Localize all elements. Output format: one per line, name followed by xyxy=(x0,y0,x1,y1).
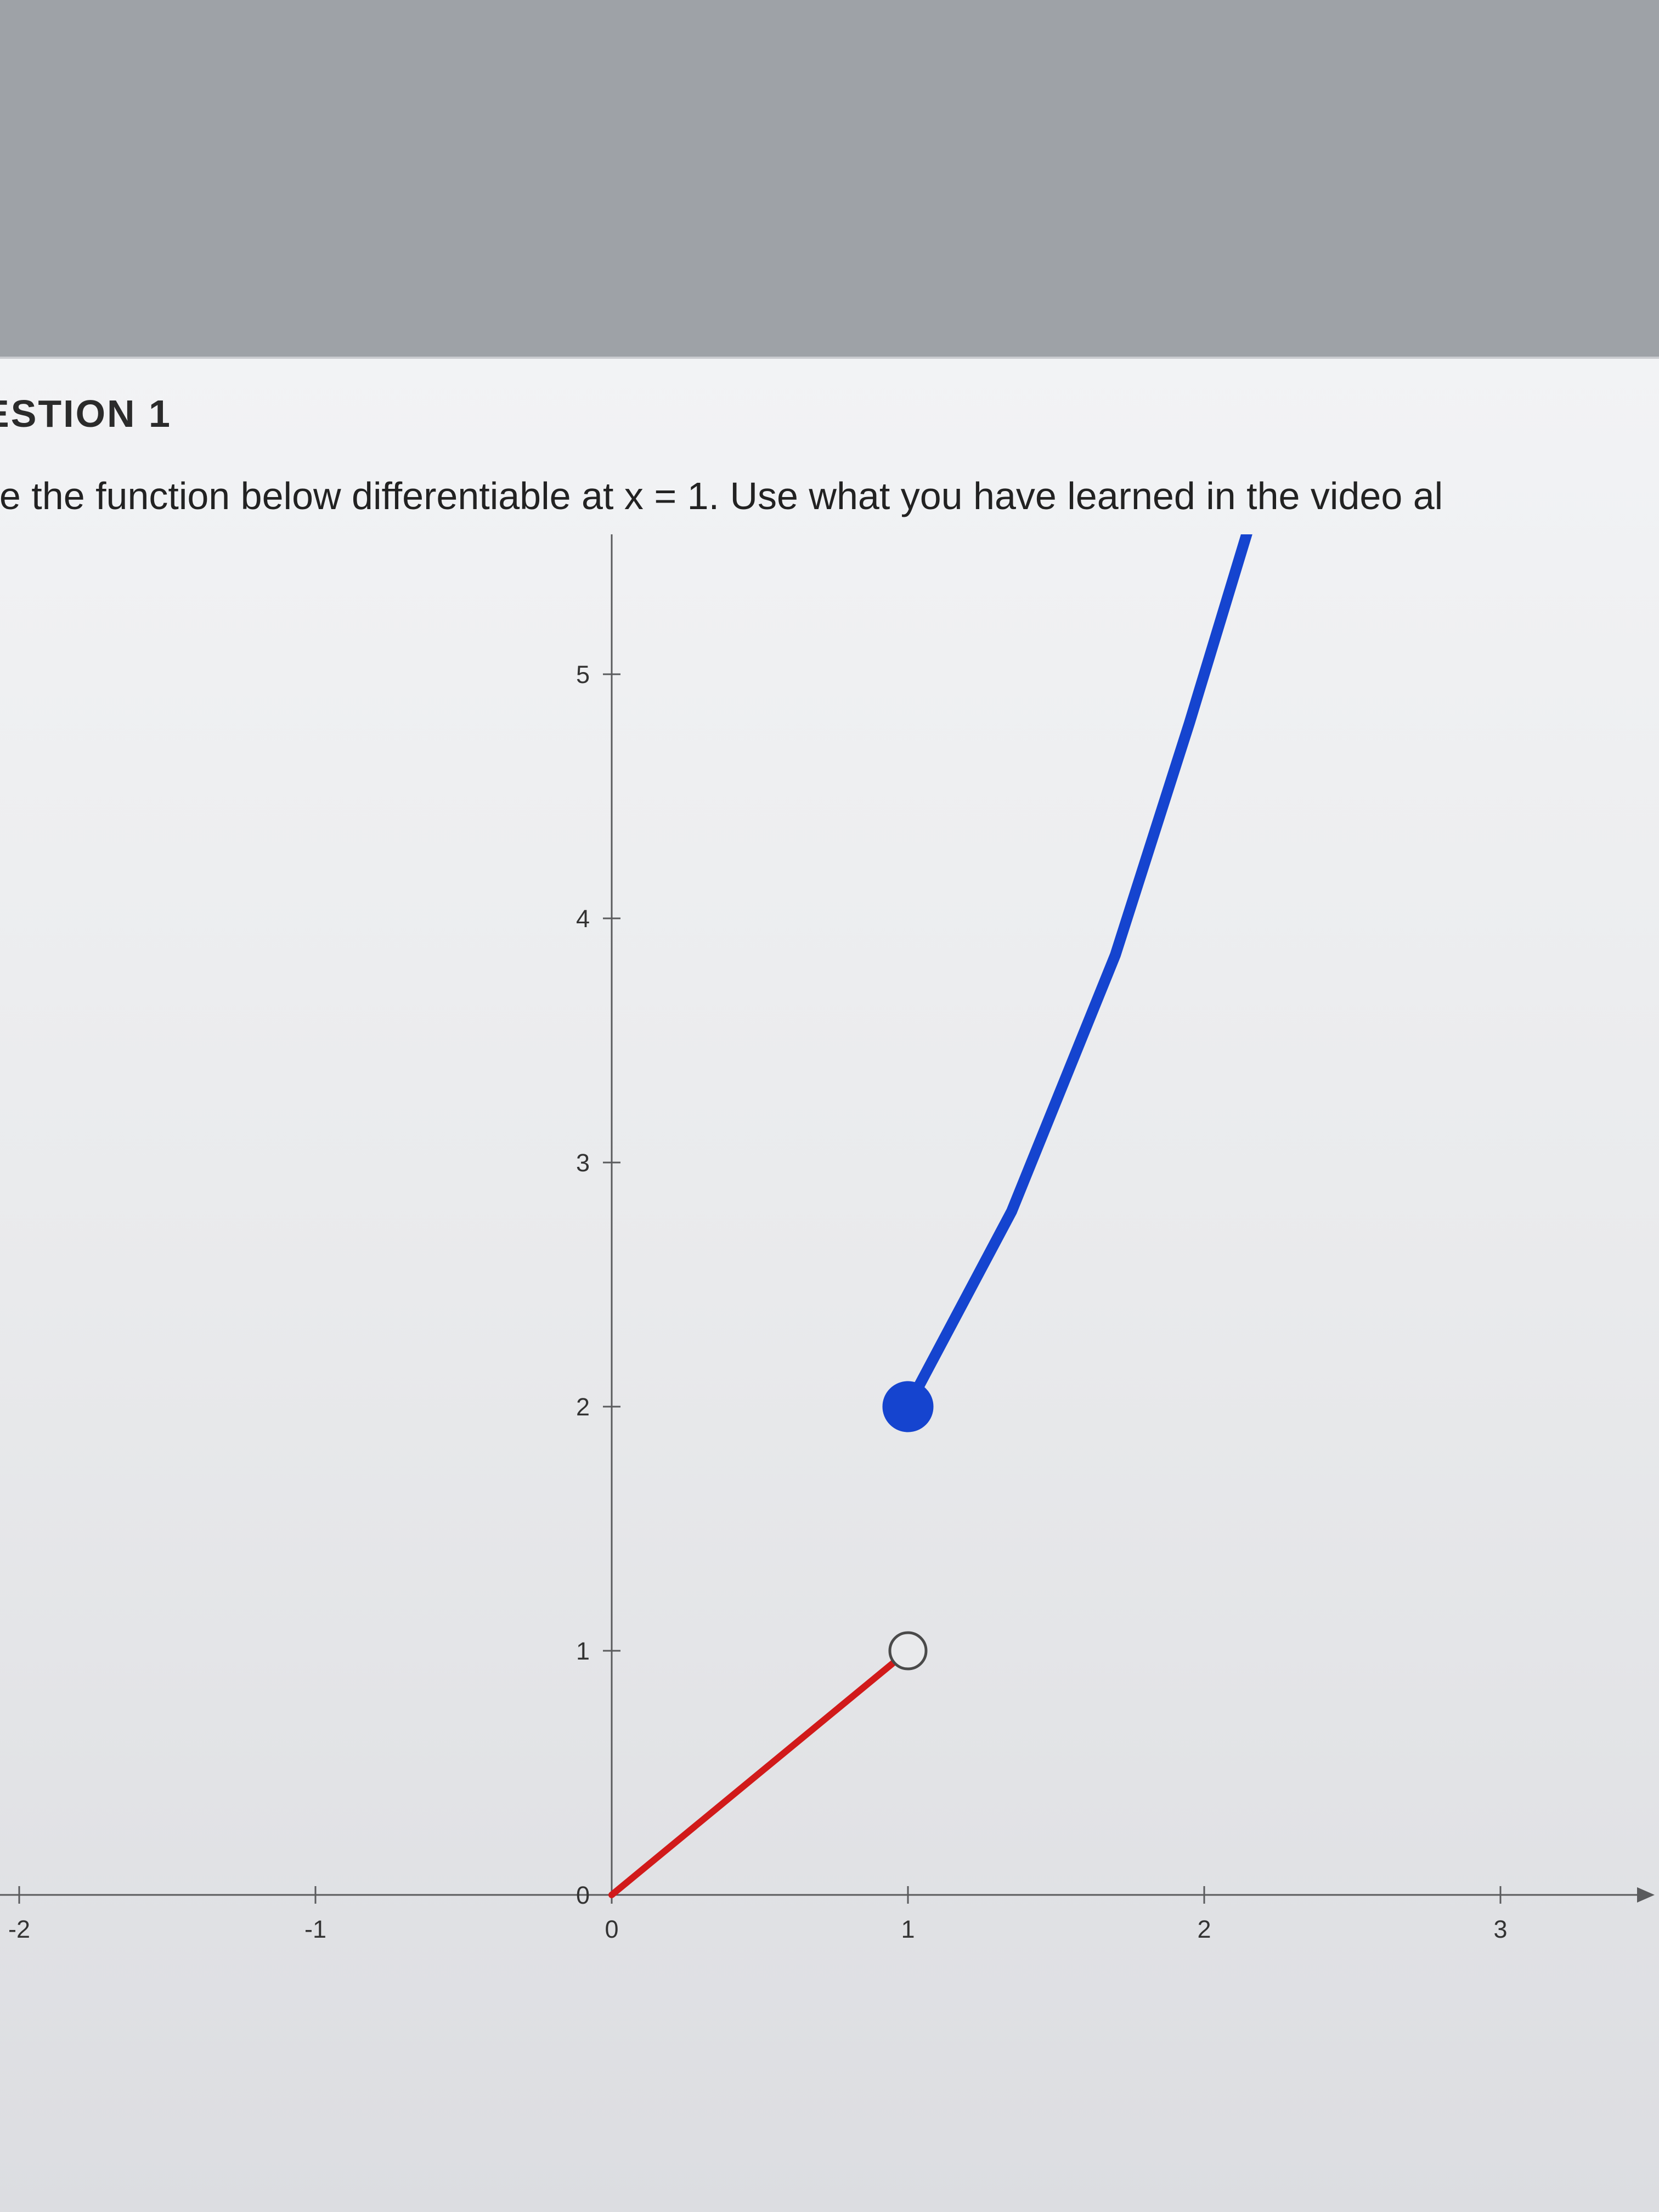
question-heading: ESTION 1 xyxy=(0,392,1659,436)
svg-text:2: 2 xyxy=(576,1393,590,1421)
screenshot-frame: ESTION 1 he the function below different… xyxy=(0,0,1659,2212)
chart-svg: -2 -1 0 1 2 3 0 1 2 3 4 5 xyxy=(0,534,1659,2005)
svg-text:1: 1 xyxy=(901,1915,915,1943)
svg-text:5: 5 xyxy=(576,661,590,689)
question-text: he the function below differentiable at … xyxy=(0,474,1659,518)
svg-text:-2: -2 xyxy=(8,1915,30,1943)
svg-text:1: 1 xyxy=(576,1637,590,1665)
svg-text:-1: -1 xyxy=(304,1915,326,1943)
page-content: ESTION 1 he the function below different… xyxy=(0,357,1659,2212)
svg-text:3: 3 xyxy=(1493,1915,1507,1943)
svg-text:3: 3 xyxy=(576,1149,590,1177)
svg-text:2: 2 xyxy=(1197,1915,1211,1943)
svg-text:0: 0 xyxy=(605,1915,618,1943)
function-graph: -2 -1 0 1 2 3 0 1 2 3 4 5 xyxy=(0,534,1659,2005)
svg-text:4: 4 xyxy=(576,905,590,933)
svg-text:0: 0 xyxy=(576,1881,590,1909)
